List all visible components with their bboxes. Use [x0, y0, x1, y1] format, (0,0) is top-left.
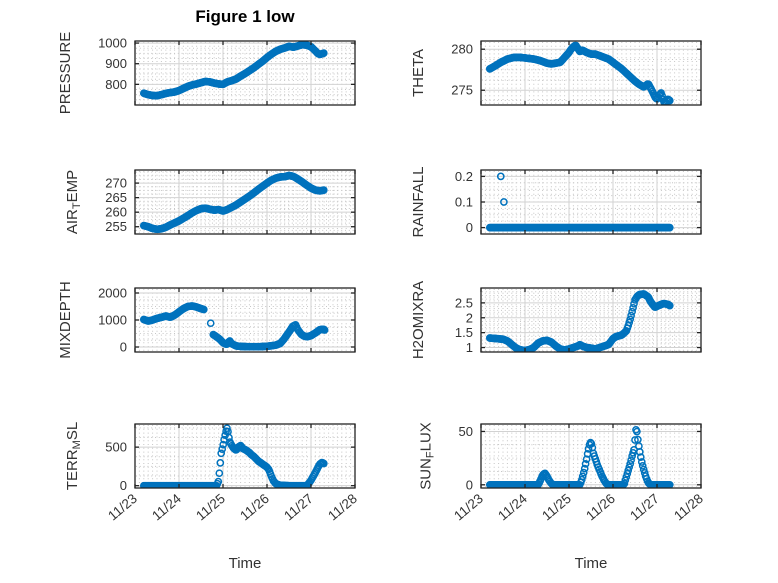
y-axis-label-sun-flux: SUNFLUX [417, 422, 436, 490]
y-axis-label-h2omixra: H2OMIXRA [410, 281, 427, 359]
ytick-label: 50 [459, 424, 473, 439]
axes-box [480, 40, 702, 106]
axes-box [480, 287, 702, 353]
tick-marks [134, 41, 356, 105]
subplot-theta: 275 280 THETA [410, 40, 702, 106]
data-points-air-temp [139, 171, 328, 234]
ytick-label: 0.2 [455, 169, 473, 184]
xtick-label: 11/25 [539, 491, 574, 524]
ytick-label: 2 [466, 310, 473, 325]
tick-marks [480, 41, 702, 105]
ytick-label: 800 [105, 77, 127, 92]
ytick-label: 0.1 [455, 195, 473, 210]
ytick-label: 0 [120, 340, 127, 355]
axes-box [134, 40, 356, 106]
xtick-label: 11/24 [495, 490, 530, 523]
y-axis-label-pressure: PRESSURE [57, 32, 74, 115]
xtick-label: 11/28 [671, 491, 706, 524]
ytick-label: 255 [105, 219, 127, 234]
ytick-label: 275 [451, 83, 473, 98]
tick-marks [480, 288, 702, 352]
x-axis-label: Time [229, 555, 262, 572]
ytick-label: 1 [466, 340, 473, 355]
xtick-label: 11/27 [627, 491, 662, 524]
ytick-label: 265 [105, 190, 127, 205]
ytick-label: 280 [451, 42, 473, 57]
xtick-label: 11/25 [193, 491, 228, 524]
subplot-mixdepth: 0 1000 2000 MIXDEPTH [57, 281, 356, 359]
xtick-label: 11/23 [451, 491, 486, 524]
major-grid [136, 42, 354, 104]
data-points-h2omixra [485, 290, 674, 352]
axes-box [480, 423, 702, 489]
y-axis-label-terr-msl: TERRMSL [64, 422, 83, 490]
ytick-label: 1000 [98, 313, 127, 328]
tick-marks [134, 170, 356, 234]
tick-marks [480, 424, 702, 488]
ytick-label: 900 [105, 56, 127, 71]
subplot-terr-msl: 0 500 TERRMSL 11/23 11/24 11/25 11/26 11/27 11/2… [64, 422, 360, 572]
xtick-label: 11/28 [325, 491, 360, 524]
xtick-label: 11/26 [237, 491, 272, 524]
xtick-label: 11/23 [105, 491, 140, 524]
ytick-label: 1000 [98, 36, 127, 51]
data-points-rainfall [485, 172, 674, 232]
ytick-label: 0 [466, 477, 473, 492]
data-points-pressure [139, 41, 328, 100]
subplot-h2omixra: 11.522.5 H2OMIXRA [410, 281, 702, 359]
ytick-label: 270 [105, 176, 127, 191]
x-axis-label: Time [575, 555, 608, 572]
y-axis-label-air-temp: AIRTEMP [64, 170, 83, 234]
xtick-label: 11/27 [281, 491, 316, 524]
y-axis-label-theta: THETA [410, 49, 427, 97]
subplot-rainfall: 0 0.1 0.2 RAINFALL [410, 167, 702, 238]
ytick-label: 0 [466, 220, 473, 235]
ytick-label: 1.5 [455, 325, 473, 340]
ytick-label: 2000 [98, 285, 127, 300]
minor-grid [482, 42, 700, 104]
y-axis-label-mixdepth: MIXDEPTH [57, 281, 74, 359]
xtick-label: 11/24 [149, 490, 184, 523]
tick-marks [480, 170, 702, 234]
y-axis-label-rainfall: RAINFALL [410, 167, 427, 238]
axes-box [134, 169, 356, 235]
axes-box [134, 423, 356, 489]
tick-marks [134, 288, 356, 352]
ytick-label: 500 [105, 440, 127, 455]
figure-title: Figure 1 low [195, 7, 295, 26]
data-points-mixdepth [139, 302, 329, 351]
data-points-terr-msl [139, 424, 328, 488]
ytick-label: 0 [120, 478, 127, 493]
ytick-label: 260 [105, 205, 127, 220]
xtick-label: 11/26 [583, 491, 618, 524]
subplot-pressure: 800 900 1000 PRESSURE [57, 32, 356, 115]
tick-marks [134, 424, 356, 488]
data-points-theta [485, 41, 674, 105]
subplot-sun-flux: 0 50 SUNFLUX 11/23 11/24 11/25 11/26 11/27 11/28… [417, 422, 706, 572]
ytick-label: 2.5 [455, 295, 473, 310]
